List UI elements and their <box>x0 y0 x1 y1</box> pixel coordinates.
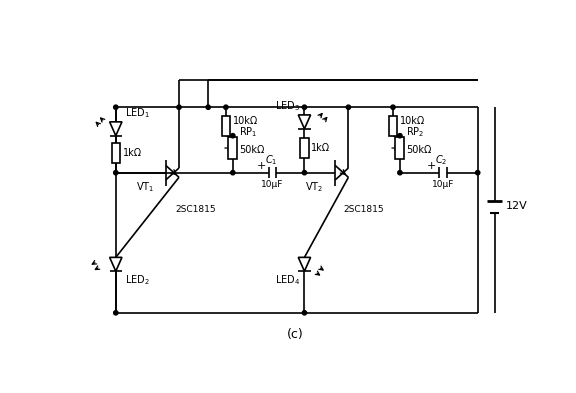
Polygon shape <box>298 257 310 271</box>
Text: LED$_1$: LED$_1$ <box>125 106 150 119</box>
Circle shape <box>302 105 306 109</box>
Text: 10kΩ: 10kΩ <box>233 116 258 126</box>
Bar <box>112 143 120 163</box>
Bar <box>222 116 230 136</box>
Text: RP$_2$: RP$_2$ <box>406 125 425 139</box>
Text: 1kΩ: 1kΩ <box>312 143 331 153</box>
Circle shape <box>302 310 306 315</box>
Circle shape <box>113 171 118 175</box>
Polygon shape <box>109 257 122 271</box>
Text: 2SC1815: 2SC1815 <box>343 205 384 214</box>
Text: LED$_3$: LED$_3$ <box>275 99 300 113</box>
Text: 2SC1815: 2SC1815 <box>175 205 215 214</box>
Circle shape <box>398 171 402 175</box>
Text: (c): (c) <box>287 327 304 340</box>
Text: LED$_4$: LED$_4$ <box>275 274 300 287</box>
Circle shape <box>113 310 118 315</box>
Text: +: + <box>427 161 437 171</box>
Text: LED$_2$: LED$_2$ <box>125 274 150 287</box>
Circle shape <box>398 134 402 138</box>
Circle shape <box>223 105 228 109</box>
Text: RP$_1$: RP$_1$ <box>239 125 257 139</box>
Text: 10μF: 10μF <box>262 180 283 189</box>
Circle shape <box>206 105 210 109</box>
Text: +: + <box>257 161 266 171</box>
Text: 10μF: 10μF <box>431 180 454 189</box>
Text: 1kΩ: 1kΩ <box>123 149 142 158</box>
Text: 12V: 12V <box>505 201 527 211</box>
Text: 50kΩ: 50kΩ <box>406 145 431 154</box>
Text: 10kΩ: 10kΩ <box>400 116 425 126</box>
Circle shape <box>302 171 306 175</box>
Circle shape <box>230 134 235 138</box>
Circle shape <box>230 171 235 175</box>
Polygon shape <box>109 122 122 136</box>
Circle shape <box>391 105 395 109</box>
Circle shape <box>113 105 118 109</box>
Text: $C_1$: $C_1$ <box>265 153 277 167</box>
Bar <box>228 137 237 159</box>
Circle shape <box>346 105 351 109</box>
Bar <box>300 138 309 158</box>
Text: 50kΩ: 50kΩ <box>239 145 264 154</box>
Circle shape <box>177 105 181 109</box>
Circle shape <box>476 171 480 175</box>
Bar <box>389 116 397 136</box>
Bar <box>395 137 404 159</box>
Text: VT$_1$: VT$_1$ <box>136 180 154 194</box>
Polygon shape <box>298 115 310 129</box>
Text: VT$_2$: VT$_2$ <box>305 180 324 194</box>
Text: $C_2$: $C_2$ <box>435 153 448 167</box>
